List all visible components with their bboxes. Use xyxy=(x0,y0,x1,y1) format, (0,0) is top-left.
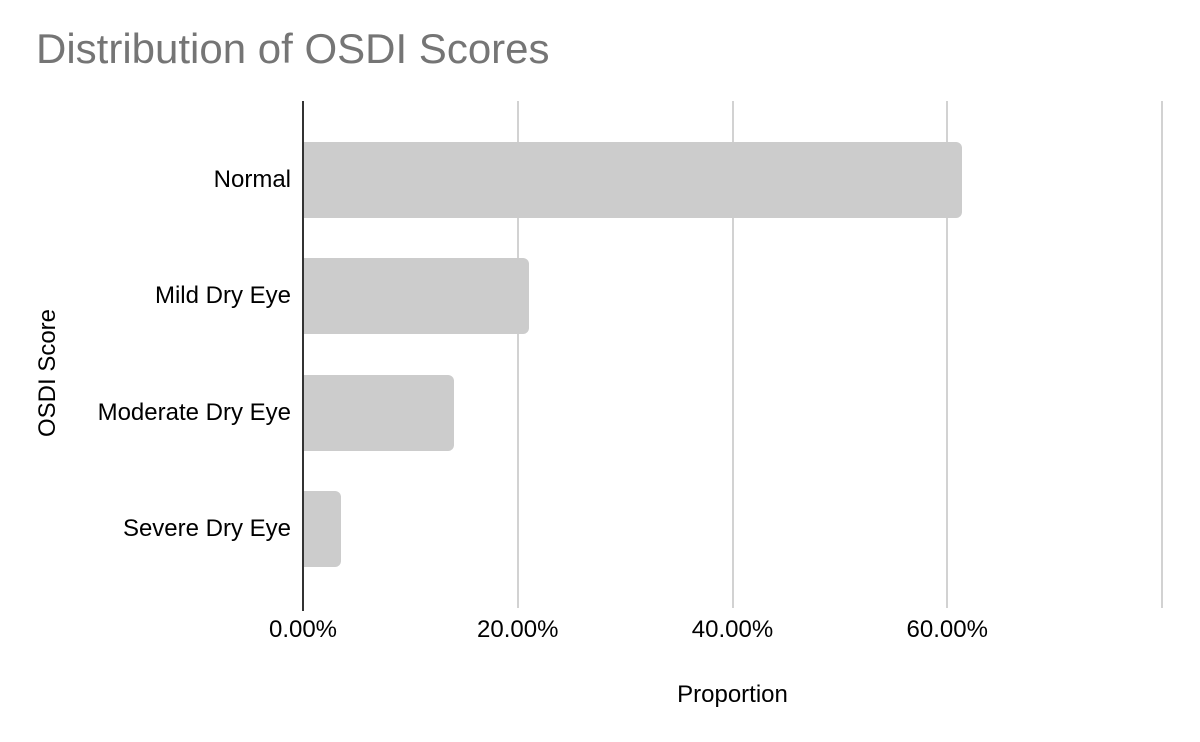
bar-mild-dry-eye xyxy=(303,258,530,335)
chart-title: Distribution of OSDI Scores xyxy=(36,25,550,72)
y-axis-line xyxy=(302,101,304,611)
category-label: Mild Dry Eye xyxy=(154,282,291,310)
x-tick-label: 60.00% xyxy=(906,616,988,643)
gridline xyxy=(1161,101,1163,608)
gridline xyxy=(731,101,734,608)
gridline xyxy=(516,101,519,608)
category-label: Normal xyxy=(213,166,291,193)
bar-severe-dry-eye xyxy=(303,490,341,567)
y-axis-title: OSDI Score xyxy=(34,308,61,438)
bar-normal xyxy=(303,142,963,218)
x-tick-label: 0.00% xyxy=(268,616,338,643)
x-tick-label: 20.00% xyxy=(477,616,559,643)
gridline xyxy=(946,101,949,608)
plot-area xyxy=(302,101,1163,611)
x-axis-title: Proportion xyxy=(677,681,788,708)
bar-moderate-dry-eye xyxy=(303,374,454,451)
category-label: Moderate Dry Eye xyxy=(97,398,291,426)
category-label: Severe Dry Eye xyxy=(122,514,291,542)
x-tick-label: 40.00% xyxy=(691,616,774,643)
